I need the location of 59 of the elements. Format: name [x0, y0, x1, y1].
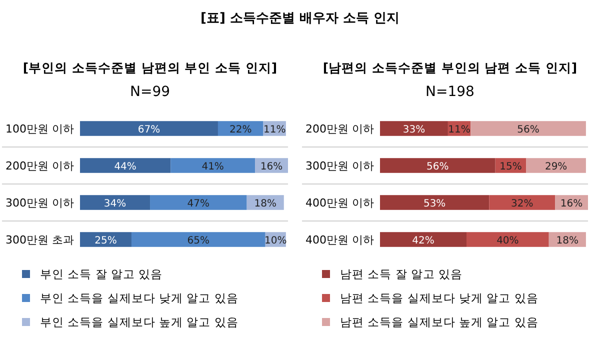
- bar: [170, 158, 256, 173]
- bar: [380, 158, 496, 173]
- legend-label: 부인 소득을 실제보다 낮게 알고 있음: [40, 291, 238, 305]
- y-tick-label: 400만원 이하: [306, 196, 374, 210]
- data-label: 15%: [500, 162, 522, 172]
- data-label: 25%: [94, 236, 117, 246]
- data-label: 10%: [264, 236, 287, 246]
- y-tick-label: 400만원 이하: [306, 234, 374, 246]
- data-label: 47%: [187, 198, 210, 210]
- bar: [380, 121, 448, 136]
- data-label: 34%: [104, 198, 126, 210]
- data-label: 56%: [517, 124, 540, 136]
- legend-label: 남편 소득을 실제보다 낮게 알고 있음: [340, 291, 538, 305]
- data-label: 32%: [510, 198, 534, 210]
- data-label: 41%: [202, 162, 224, 172]
- bar: [380, 195, 490, 210]
- chart-subtitle: N=198: [426, 84, 474, 100]
- bar: [150, 195, 247, 210]
- bar: [380, 232, 466, 247]
- data-label: 56%: [426, 162, 449, 172]
- data-label: 16%: [260, 162, 283, 172]
- data-label: 18%: [556, 236, 579, 246]
- data-label: 16%: [560, 198, 583, 210]
- data-label: 42%: [412, 236, 434, 246]
- data-label: 22%: [230, 124, 252, 136]
- data-label: 67%: [138, 124, 160, 136]
- y-tick-label: 100만원 이하: [6, 122, 74, 136]
- y-tick-label: 300만원 이하: [6, 196, 74, 210]
- bar: [80, 232, 132, 247]
- chart-subtitle: N=99: [130, 84, 170, 100]
- y-tick-label: 200만원 이하: [306, 122, 374, 136]
- data-label: 11%: [263, 124, 286, 136]
- chart-title: [남편의 소득수준별 부인의 남편 소득 인지]: [322, 60, 578, 75]
- data-label: 65%: [187, 236, 210, 246]
- bar: [218, 121, 264, 136]
- legend-label: 부인 소득을 실제보다 높게 알고 있음: [40, 315, 238, 329]
- bar: [80, 195, 150, 210]
- bar: [489, 195, 556, 210]
- text: [표] 소득수준별 배우자 소득 인지: [200, 11, 400, 26]
- data-label: 11%: [448, 124, 470, 136]
- y-tick-label: 200만원 이하: [6, 160, 74, 172]
- y-tick-label: 300만원 이하: [306, 160, 374, 172]
- bar: [80, 121, 218, 136]
- legend-label: 남편 소득 잘 알고 있음: [340, 267, 463, 281]
- bar: [80, 158, 171, 173]
- data-label: 53%: [423, 198, 446, 210]
- bar: [470, 121, 586, 136]
- bar: [466, 232, 549, 247]
- data-label: 18%: [254, 198, 276, 210]
- bar: [526, 158, 586, 173]
- legend-label: 남편 소득을 실제보다 높게 알고 있음: [340, 315, 538, 329]
- y-tick-label: 300만원 초과: [6, 234, 74, 246]
- chart-title: [부인의 소득수준별 남편의 부인 소득 인지]: [22, 60, 278, 75]
- data-label: 29%: [544, 162, 568, 172]
- data-label: 44%: [114, 162, 136, 172]
- data-label: 40%: [496, 236, 519, 246]
- data-label: 33%: [402, 124, 426, 136]
- legend-label: 부인 소득 잘 알고 있음: [40, 267, 163, 281]
- bar: [131, 232, 266, 247]
